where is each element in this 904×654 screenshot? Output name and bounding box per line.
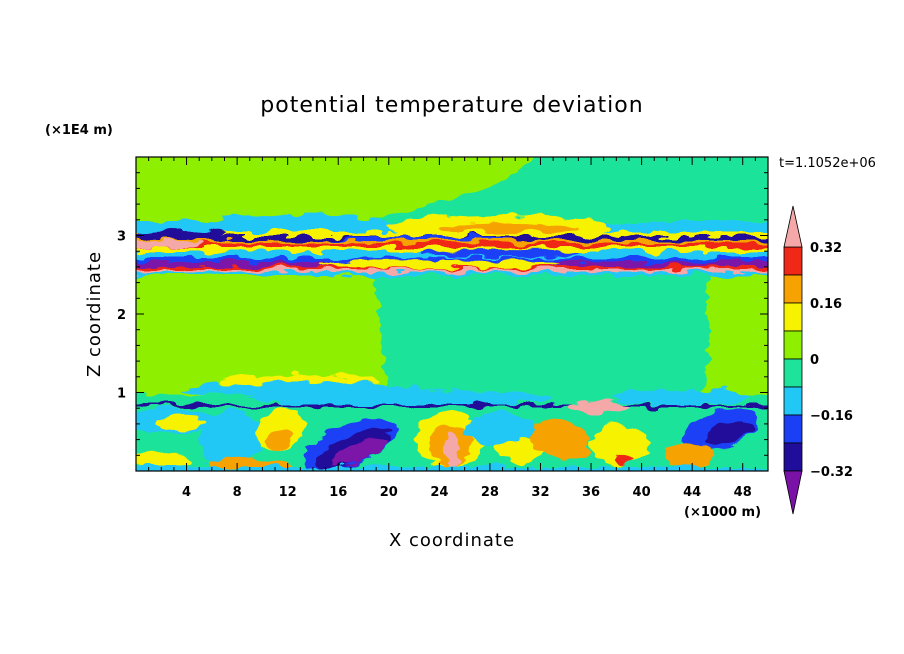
x-axis: 4 8 12 16 20 24 28 32 36 40 44 48 bbox=[148, 157, 756, 500]
contour-region bbox=[136, 466, 768, 471]
x-tick-label: 48 bbox=[734, 485, 752, 500]
colorbar-max-arrow bbox=[783, 205, 803, 248]
contour-region bbox=[136, 229, 225, 239]
contour-region bbox=[210, 214, 390, 230]
x-unit-label: (×1000 m) bbox=[684, 505, 761, 520]
colorbar-label: −0.32 bbox=[810, 465, 853, 480]
x-tick-label: 8 bbox=[233, 485, 242, 500]
contour-region bbox=[360, 157, 768, 222]
time-label: t=1.1052e+06 bbox=[779, 156, 876, 171]
contour-region bbox=[570, 401, 630, 415]
contour-region bbox=[136, 266, 768, 270]
colorbar-min-arrow bbox=[783, 470, 803, 515]
chart-title: potential temperature deviation bbox=[260, 93, 643, 118]
contour-region bbox=[136, 247, 768, 252]
contour-region bbox=[665, 443, 715, 467]
contour-region bbox=[617, 455, 633, 465]
colorbar-swatch bbox=[783, 330, 803, 360]
contour-field bbox=[136, 157, 768, 471]
contour-region bbox=[136, 241, 200, 247]
colorbar-swatch bbox=[783, 358, 803, 388]
y-tick-label: 1 bbox=[117, 387, 126, 402]
contour-region bbox=[136, 232, 768, 237]
colorbar-swatch bbox=[783, 246, 803, 276]
contour-region bbox=[266, 428, 294, 452]
x-tick-label: 40 bbox=[633, 485, 651, 500]
contour-region bbox=[136, 258, 768, 262]
contour-region bbox=[495, 438, 545, 462]
contour-region bbox=[530, 419, 590, 461]
x-tick-label: 20 bbox=[380, 485, 398, 500]
contour-region bbox=[136, 452, 190, 468]
contour-region bbox=[320, 260, 560, 268]
colorbar-swatch bbox=[783, 274, 803, 304]
x-axis-title: X coordinate bbox=[389, 530, 515, 551]
contour-region bbox=[610, 390, 750, 404]
x-tick-label: 24 bbox=[430, 485, 448, 500]
x-tick-label: 4 bbox=[182, 485, 191, 500]
y-axis: 1 2 3 bbox=[117, 172, 768, 456]
colorbar-swatch bbox=[783, 442, 803, 472]
contour-region bbox=[372, 270, 712, 395]
x-tick-label: 36 bbox=[582, 485, 600, 500]
colorbar-label: −0.16 bbox=[810, 409, 853, 424]
colorbar-swatch bbox=[783, 414, 803, 444]
y-tick-label: 2 bbox=[117, 308, 126, 323]
contour-region bbox=[136, 240, 768, 243]
colorbar-label: 0.32 bbox=[810, 241, 842, 256]
contour-region bbox=[136, 404, 768, 407]
x-tick-label: 16 bbox=[329, 485, 347, 500]
colorbar-label: 0.16 bbox=[810, 297, 842, 312]
y-unit-label: (×1E4 m) bbox=[45, 123, 113, 138]
colorbar-label: 0 bbox=[810, 353, 819, 368]
colorbar-swatch bbox=[783, 386, 803, 416]
contour-region bbox=[420, 249, 580, 257]
colorbar: 0.32 0.16 0 −0.16 −0.32 bbox=[783, 205, 853, 515]
contour-region bbox=[200, 410, 260, 470]
contour-region bbox=[155, 416, 205, 428]
contour-region bbox=[705, 420, 755, 444]
x-tick-label: 44 bbox=[683, 485, 701, 500]
contour-region bbox=[136, 243, 768, 247]
x-tick-label: 12 bbox=[279, 485, 297, 500]
contour-region bbox=[331, 438, 389, 466]
y-axis-title: Z coordinate bbox=[84, 251, 105, 377]
x-tick-label: 28 bbox=[481, 485, 499, 500]
contour-region bbox=[250, 390, 550, 406]
y-tick-label: 3 bbox=[117, 230, 126, 245]
contour-region bbox=[136, 269, 768, 273]
x-tick-label: 32 bbox=[531, 485, 549, 500]
contour-region bbox=[136, 272, 768, 275]
contour-region bbox=[444, 432, 460, 468]
colorbar-swatch bbox=[783, 302, 803, 332]
contour-region bbox=[590, 425, 650, 465]
